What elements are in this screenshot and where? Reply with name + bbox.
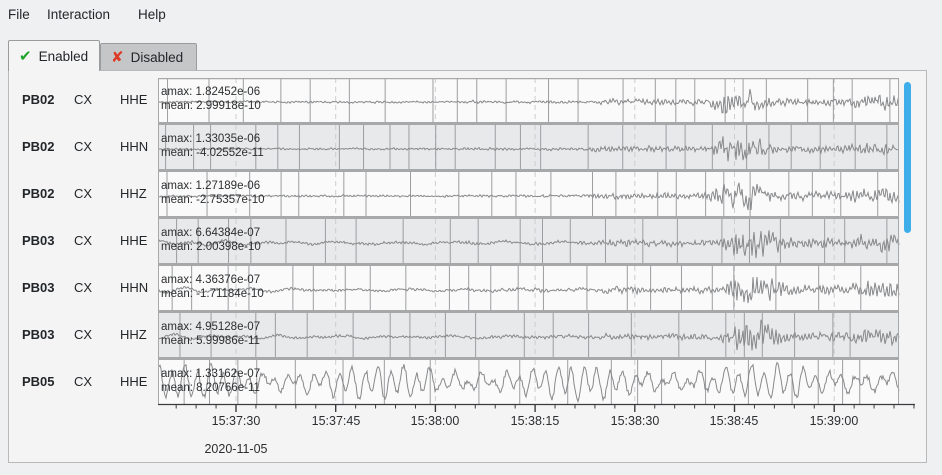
menu-bar: File Interaction Help [0, 0, 942, 30]
network-label: CX [74, 374, 93, 389]
network-label: CX [74, 327, 93, 342]
station-label: PB03 [22, 233, 55, 248]
station-label: PB05 [22, 374, 55, 389]
tab-disabled-label: Disabled [130, 49, 184, 65]
channel-label: HHZ [120, 327, 147, 342]
channel-label: HHE [120, 374, 148, 389]
time-tick-label: 15:39:00 [809, 414, 859, 428]
amax-value: amax: 6.64384e-07 [161, 227, 261, 239]
network-label: CX [74, 186, 93, 201]
network-label: CX [74, 139, 93, 154]
amax-value: amax: 4.36376e-07 [161, 274, 261, 286]
trace-stats: amax: 1.33162e-07 mean: 8.20766e-11 [161, 368, 341, 395]
mean-value: mean: -1.71184e-10 [161, 287, 264, 300]
trace-stats: amax: 4.95128e-07 mean: 5.99986e-11 [161, 321, 341, 348]
amax-value: amax: 1.82452e-06 [161, 86, 261, 98]
network-label: CX [74, 280, 93, 295]
time-tick-label: 15:37:45 [311, 414, 361, 428]
time-tick-label: 15:38:15 [510, 414, 560, 428]
channel-label: HHZ [120, 186, 147, 201]
station-label: PB02 [22, 139, 55, 154]
trace-row-label[interactable]: PB02 CX HHN [8, 125, 158, 169]
time-tick-label: 15:37:30 [211, 414, 261, 428]
mean-value: mean: 5.99986e-11 [161, 334, 260, 347]
check-icon: ✔ [19, 47, 32, 65]
tab-enabled-label: Enabled [38, 48, 89, 64]
mean-value: mean: 2.99918e-10 [161, 99, 261, 112]
trace-row-label[interactable]: PB03 CX HHE [8, 219, 158, 263]
time-tick-label: 15:38:00 [410, 414, 460, 428]
mean-value: mean: -4.02552e-11 [161, 146, 264, 159]
station-label: PB02 [22, 92, 55, 107]
amax-value: amax: 4.95128e-07 [161, 321, 261, 333]
vertical-scrollbar-thumb[interactable] [904, 82, 911, 233]
trace-stats: amax: 1.33035e-06 mean: -4.02552e-11 [161, 133, 341, 160]
amax-value: amax: 1.33035e-06 [161, 133, 261, 145]
channel-label: HHN [120, 280, 149, 295]
amax-value: amax: 1.33162e-07 [161, 368, 261, 380]
waveform-plot[interactable] [158, 78, 916, 420]
time-tick-label: 15:38:45 [709, 414, 759, 428]
channel-label: HHE [120, 233, 148, 248]
trace-row-label[interactable]: PB05 CX HHE [8, 360, 158, 404]
amax-value: amax: 1.27189e-06 [161, 180, 261, 192]
trace-row-label[interactable]: PB02 CX HHE [8, 78, 158, 122]
station-label: PB03 [22, 280, 55, 295]
channel-label: HHE [120, 92, 148, 107]
trace-row-label[interactable]: PB02 CX HHZ [8, 172, 158, 216]
mean-value: mean: 8.20766e-11 [161, 381, 260, 394]
tab-disabled[interactable]: ✘ Disabled [100, 43, 197, 71]
station-label: PB02 [22, 186, 55, 201]
trace-stats: amax: 6.64384e-07 mean: 2.00398e-10 [161, 227, 341, 254]
tab-enabled[interactable]: ✔ Enabled [8, 40, 100, 71]
time-tick-label: 15:38:30 [610, 414, 660, 428]
mean-value: mean: 2.00398e-10 [161, 240, 261, 253]
mean-value: mean: -2.75357e-10 [161, 193, 265, 206]
station-label: PB03 [22, 327, 55, 342]
network-label: CX [74, 92, 93, 107]
menu-file[interactable]: File [8, 7, 30, 22]
trace-stats: amax: 1.27189e-06 mean: -2.75357e-10 [161, 180, 341, 207]
menu-help[interactable]: Help [138, 7, 166, 22]
trace-stats: amax: 4.36376e-07 mean: -1.71184e-10 [161, 274, 341, 301]
trace-row-label[interactable]: PB03 CX HHN [8, 266, 158, 310]
x-icon: ✘ [111, 48, 124, 66]
date-label: 2020-11-05 [204, 442, 268, 456]
trace-row-label[interactable]: PB03 CX HHZ [8, 313, 158, 357]
network-label: CX [74, 233, 93, 248]
trace-stats: amax: 1.82452e-06 mean: 2.99918e-10 [161, 86, 341, 113]
menu-interaction[interactable]: Interaction [47, 7, 111, 22]
channel-label: HHN [120, 139, 149, 154]
